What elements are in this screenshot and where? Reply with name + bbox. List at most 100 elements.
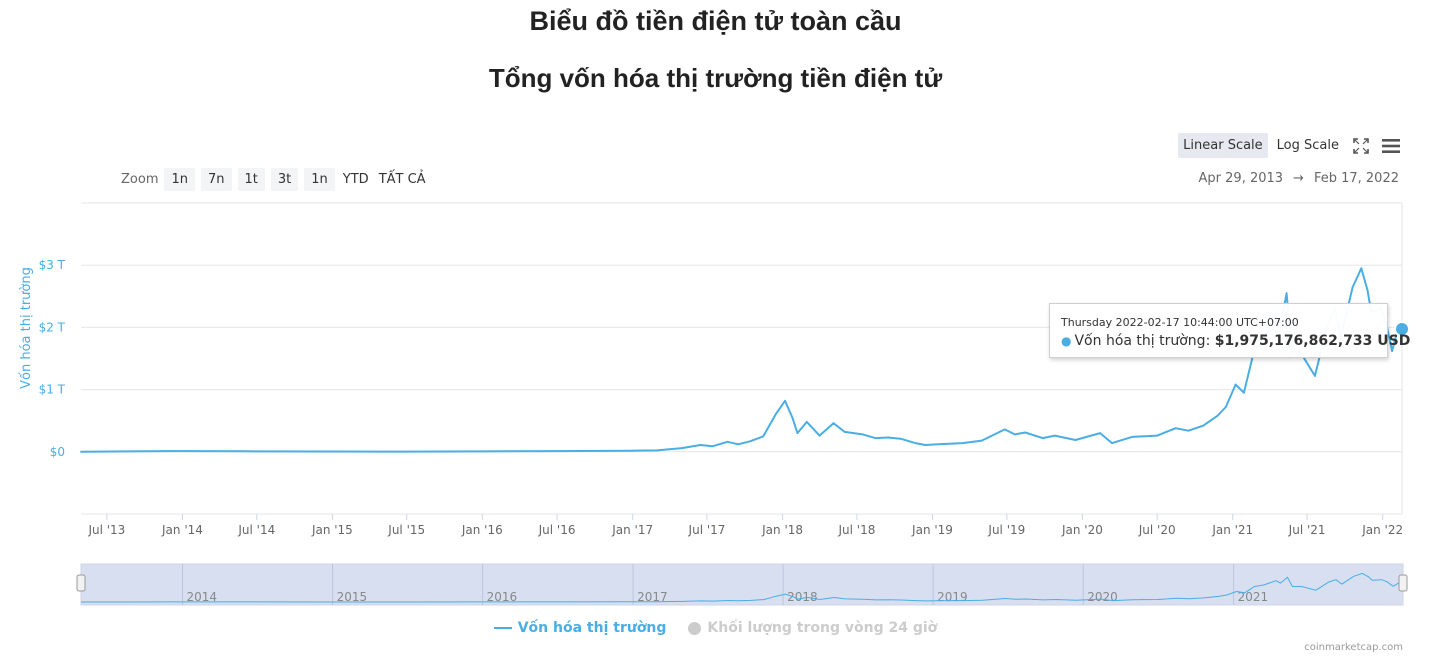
navigator-year-label: 2017 bbox=[637, 590, 668, 604]
zoom-1d-button[interactable]: 1n bbox=[164, 168, 195, 191]
x-tick-label: Jul '13 bbox=[87, 523, 125, 537]
page-title: Biểu đồ tiền điện tử toàn cầu bbox=[529, 6, 902, 36]
data-point bbox=[887, 436, 889, 439]
data-point bbox=[1360, 267, 1363, 270]
data-point bbox=[556, 450, 558, 452]
navigator-year-label: 2014 bbox=[187, 590, 218, 604]
data-point bbox=[1285, 292, 1288, 295]
data-point bbox=[832, 422, 835, 425]
legend-label-volume-24h: Khối lượng trong vòng 24 giờ bbox=[707, 620, 938, 636]
y-axis-title: Vốn hóa thị trường bbox=[19, 267, 34, 389]
x-tick-label: Jul '14 bbox=[237, 523, 275, 537]
zoom-7d-button[interactable]: 7n bbox=[201, 168, 232, 191]
data-point bbox=[980, 439, 983, 442]
data-point bbox=[1003, 428, 1006, 431]
data-point bbox=[681, 447, 683, 449]
x-tick-label: Jan '22 bbox=[1361, 523, 1403, 537]
data-point bbox=[1234, 383, 1237, 386]
navigator-year-label: 2019 bbox=[937, 590, 968, 604]
navigator-left-handle[interactable] bbox=[76, 574, 86, 592]
x-tick-label: Jan '14 bbox=[161, 523, 203, 537]
zoom-toolbar: Zoom 1n 7n 1t 3t 1n YTD TẤT CẢ bbox=[121, 168, 434, 191]
tooltip-date: Thursday 2022-02-17 10:44:00 UTC+07:00 bbox=[1061, 316, 1299, 329]
y-tick-label: $2 T bbox=[39, 320, 66, 334]
zoom-3m-button[interactable]: 3t bbox=[270, 168, 299, 191]
tooltip-series-label: Vốn hóa thị trường: bbox=[1074, 333, 1211, 349]
tooltip-series-dot: ● bbox=[1061, 334, 1072, 348]
navigator-year-label: 2015 bbox=[337, 590, 368, 604]
x-tick-label: Jan '16 bbox=[461, 523, 503, 537]
data-point bbox=[796, 432, 799, 434]
legend-item-market-cap[interactable]: Vốn hóa thị trường bbox=[493, 620, 666, 636]
legend-dot-swatch bbox=[688, 621, 702, 635]
data-point bbox=[1174, 427, 1177, 430]
data-point bbox=[187, 450, 190, 452]
x-tick-label: Jan '20 bbox=[1061, 523, 1103, 537]
data-point bbox=[726, 440, 729, 443]
data-point bbox=[331, 450, 334, 453]
data-point bbox=[784, 399, 786, 402]
x-tick-label: Jul '19 bbox=[987, 523, 1025, 537]
data-point bbox=[1054, 434, 1056, 437]
data-point bbox=[791, 416, 794, 419]
tooltip-row: ● Vốn hóa thị trường: $1,975,176,862,733 … bbox=[1061, 333, 1410, 349]
zoom-all-button[interactable]: TẤT CẢ bbox=[378, 172, 426, 187]
range-from[interactable]: Apr 29, 2013 bbox=[1198, 171, 1284, 186]
x-tick-label: Jul '17 bbox=[688, 523, 726, 537]
data-point bbox=[1202, 424, 1205, 427]
data-point bbox=[1224, 406, 1227, 408]
navigator-year-label: 2021 bbox=[1238, 590, 1269, 604]
chart-tooltip: Thursday 2022-02-17 10:44:00 UTC+07:00 ●… bbox=[1049, 303, 1410, 358]
zoom-1y-button[interactable]: 1n bbox=[304, 168, 335, 191]
tooltip-value: $1,975,176,862,733 USD bbox=[1214, 333, 1411, 349]
data-point bbox=[243, 450, 246, 453]
log-scale-button[interactable]: Log Scale bbox=[1276, 138, 1339, 153]
data-point bbox=[1156, 434, 1159, 437]
data-point bbox=[1041, 437, 1044, 439]
date-range: Apr 29, 2013 → Feb 17, 2022 bbox=[1199, 171, 1399, 186]
data-point bbox=[924, 444, 927, 446]
data-point bbox=[914, 442, 917, 444]
x-tick-label: Jul '18 bbox=[837, 523, 875, 537]
zoom-1m-button[interactable]: 1t bbox=[237, 168, 265, 191]
scale-toolbar: Linear Scale Log Scale bbox=[1178, 133, 1404, 158]
navigator-year-label: 2016 bbox=[487, 590, 518, 604]
data-point bbox=[711, 445, 714, 448]
data-point bbox=[656, 449, 658, 452]
navigator-year-label: 2018 bbox=[787, 590, 818, 604]
hamburger-menu-icon[interactable] bbox=[1378, 134, 1404, 158]
x-tick-label: Jul '15 bbox=[387, 523, 425, 537]
linear-scale-button[interactable]: Linear Scale bbox=[1178, 133, 1268, 158]
navigator-right-handle[interactable] bbox=[1398, 574, 1408, 592]
chart-title: Tổng vốn hóa thị trường tiền điện tử bbox=[488, 63, 943, 93]
x-tick-label: Jan '19 bbox=[911, 523, 953, 537]
data-point bbox=[1099, 432, 1101, 434]
data-point bbox=[843, 431, 846, 433]
hover-marker[interactable] bbox=[1394, 320, 1410, 337]
y-tick-label: $0 bbox=[50, 445, 65, 459]
data-point bbox=[631, 449, 634, 452]
series-line-market-cap[interactable] bbox=[80, 267, 1403, 453]
data-point bbox=[481, 450, 484, 453]
data-point bbox=[1366, 289, 1369, 291]
x-tick-label: Jul '16 bbox=[538, 523, 576, 537]
legend-item-volume-24h[interactable]: Khối lượng trong vòng 24 giờ bbox=[688, 620, 937, 636]
y-tick-label: $1 T bbox=[39, 383, 66, 397]
x-tick-label: Jan '15 bbox=[311, 523, 353, 537]
data-point bbox=[762, 435, 765, 438]
chart-legend: Vốn hóa thị trường Khối lượng trong vòng… bbox=[0, 620, 1431, 636]
range-to[interactable]: Feb 17, 2022 bbox=[1313, 171, 1399, 186]
x-tick-label: Jul '21 bbox=[1288, 523, 1326, 537]
credits-link[interactable]: coinmarketcap.com bbox=[1304, 642, 1403, 653]
fullscreen-icon[interactable] bbox=[1348, 134, 1374, 158]
data-point bbox=[1243, 391, 1245, 394]
zoom-label: Zoom bbox=[121, 172, 159, 187]
data-point bbox=[1391, 350, 1393, 352]
data-point bbox=[699, 444, 702, 446]
navigator-selection[interactable] bbox=[80, 563, 1404, 606]
data-point bbox=[899, 437, 902, 440]
zoom-ytd-button[interactable]: YTD bbox=[342, 172, 369, 187]
data-point bbox=[1013, 433, 1016, 436]
x-tick-label: Jul '20 bbox=[1138, 523, 1176, 537]
data-point bbox=[818, 434, 821, 437]
